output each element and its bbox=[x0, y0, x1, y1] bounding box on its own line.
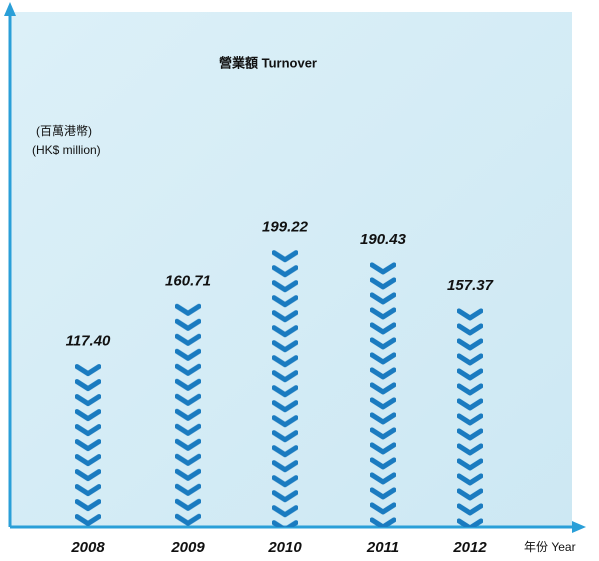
y-axis-label: (HK$ million) bbox=[32, 143, 101, 157]
bar bbox=[75, 363, 101, 527]
value-label: 199.22 bbox=[262, 219, 309, 236]
x-tick-label: 2008 bbox=[70, 539, 105, 556]
x-tick-label: 2010 bbox=[267, 539, 302, 556]
value-label: 157.37 bbox=[447, 277, 494, 294]
x-tick-label: 2009 bbox=[170, 539, 205, 556]
value-label: 160.71 bbox=[165, 272, 211, 289]
chart-title: 營業額 Turnover bbox=[219, 55, 317, 70]
bar bbox=[272, 249, 298, 528]
x-axis-arrow bbox=[572, 521, 586, 533]
value-label: 190.43 bbox=[360, 231, 407, 248]
bar bbox=[175, 303, 201, 527]
y-axis-arrow bbox=[4, 2, 16, 16]
x-tick-label: 2012 bbox=[452, 539, 487, 556]
value-label: 117.40 bbox=[66, 333, 111, 350]
bar bbox=[457, 307, 483, 527]
bar bbox=[370, 261, 396, 527]
y-axis-label: (百萬港幣) bbox=[36, 124, 92, 138]
x-tick-label: 2011 bbox=[366, 539, 399, 556]
x-axis-label: 年份 Year bbox=[524, 540, 576, 554]
